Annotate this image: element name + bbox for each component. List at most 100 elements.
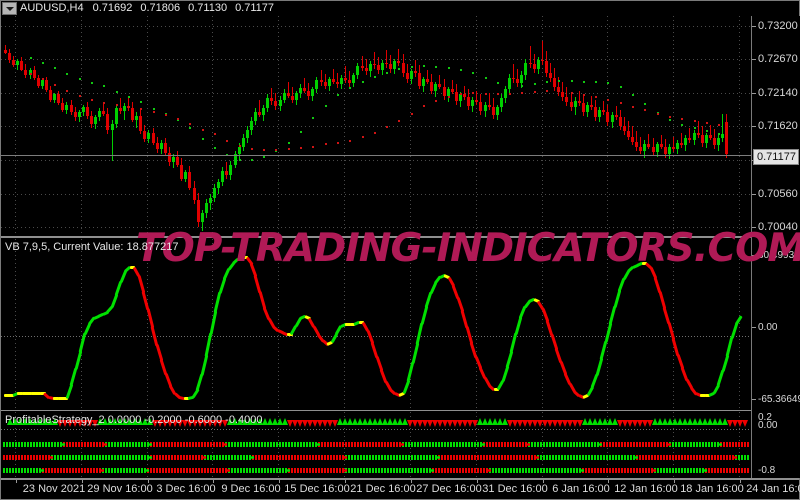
signal-arrow-up xyxy=(372,418,378,425)
trend-band-dot xyxy=(351,442,353,447)
candle-body xyxy=(652,147,655,152)
trend-band-dot xyxy=(333,442,335,447)
trend-band-dot xyxy=(354,442,356,447)
vb-indicator-panel[interactable] xyxy=(1,239,751,410)
trend-band-dot xyxy=(654,442,656,447)
trend-band-dot xyxy=(24,468,26,473)
trend-band-dot xyxy=(120,442,122,447)
signal-arrow-down xyxy=(577,420,583,427)
profitable-strategy-panel[interactable] xyxy=(1,412,751,478)
trend-band-dot xyxy=(177,442,179,447)
trend-band-dot xyxy=(579,442,581,447)
trend-band-dot xyxy=(87,442,89,447)
trend-band-dot xyxy=(348,442,350,447)
trend-band-dot xyxy=(522,455,524,460)
ma-fast-line xyxy=(251,159,253,161)
trend-band-dot xyxy=(447,468,449,473)
trend-band-dot xyxy=(258,468,260,473)
ma-fast-line xyxy=(79,78,81,80)
vertical-gridline xyxy=(607,239,608,410)
trend-band-dot xyxy=(279,468,281,473)
trend-band-dot xyxy=(354,455,356,460)
trend-band-dot xyxy=(141,442,143,447)
panel-separator-3 xyxy=(1,478,799,480)
trend-band-dot xyxy=(297,455,299,460)
trend-band-dot xyxy=(96,455,98,460)
price-scale-axis[interactable]: 0.732000.726700.721400.716200.710900.705… xyxy=(751,16,800,478)
ma-fast-line xyxy=(128,96,130,98)
candle-wick xyxy=(698,121,699,138)
signal-arrow-down xyxy=(412,420,418,427)
signal-arrow-down xyxy=(87,420,93,427)
candle-body xyxy=(635,142,638,147)
trend-band-dot xyxy=(462,468,464,473)
scale-tick xyxy=(752,26,756,27)
trend-band-dot xyxy=(735,442,737,447)
trend-band-dot xyxy=(588,455,590,460)
ma-slow-line xyxy=(251,148,253,150)
candle-body xyxy=(463,94,466,97)
ma-slow-line xyxy=(177,118,179,120)
ma-slow-line xyxy=(30,73,32,75)
trend-band-dot xyxy=(747,468,749,473)
time-tick xyxy=(608,480,609,483)
trend-band-dot xyxy=(267,442,269,447)
trend-band-dot xyxy=(369,455,371,460)
trend-band-dot xyxy=(693,455,695,460)
trend-band-dot xyxy=(531,455,533,460)
ma-fast-line xyxy=(325,105,327,107)
signal-arrow-down xyxy=(187,420,193,427)
trend-band-dot xyxy=(93,455,95,460)
candle-body xyxy=(213,188,216,198)
candle-body xyxy=(270,98,273,101)
trend-band-dot xyxy=(591,455,593,460)
vertical-gridline xyxy=(673,239,674,410)
trend-band-dot xyxy=(231,455,233,460)
candle-body xyxy=(106,114,109,130)
candle-body xyxy=(520,75,523,83)
trend-band-dot xyxy=(453,468,455,473)
trend-change-marker xyxy=(581,469,584,472)
trend-band-dot xyxy=(339,455,341,460)
trend-band-dot xyxy=(423,442,425,447)
zero-line xyxy=(1,429,751,430)
candle-wick xyxy=(534,54,535,73)
trend-band-dot xyxy=(114,455,116,460)
trend-band-dot xyxy=(612,468,614,473)
trend-band-dot xyxy=(27,442,29,447)
time-axis[interactable]: 23 Nov 2021 29 Nov 16:00 3 Dec 16:00 9 Dec … xyxy=(1,480,800,499)
candle-body xyxy=(467,97,470,106)
trend-band-dot xyxy=(312,442,314,447)
ma-slow-line xyxy=(558,90,560,92)
trend-band-dot xyxy=(183,442,185,447)
ma-slow-line xyxy=(226,140,228,142)
trend-band-dot xyxy=(30,455,32,460)
time-tick xyxy=(213,480,214,483)
signal-arrow-up xyxy=(362,418,368,425)
candle-body xyxy=(414,71,417,73)
price-chart-panel[interactable] xyxy=(1,16,751,236)
trend-band-dot xyxy=(57,442,59,447)
candle-body xyxy=(533,64,536,69)
trend-band-dot xyxy=(600,455,602,460)
trend-band-dot xyxy=(162,442,164,447)
candle-body xyxy=(410,71,413,79)
candle-body xyxy=(602,110,605,112)
trend-band-dot xyxy=(375,468,377,473)
trend-band-dot xyxy=(90,442,92,447)
ma-fast-line xyxy=(349,87,351,89)
candle-wick xyxy=(661,135,662,149)
vb-line-segment xyxy=(57,396,64,400)
vb-line-segment xyxy=(613,289,622,308)
candle-body xyxy=(205,203,208,213)
trend-band-dot xyxy=(84,442,86,447)
trend-band-dot xyxy=(585,455,587,460)
horizontal-gridline xyxy=(1,93,751,94)
ma-fast-line xyxy=(546,81,548,83)
trend-band-dot xyxy=(246,442,248,447)
candle-body xyxy=(29,70,32,75)
signal-arrow-up xyxy=(97,418,103,425)
candle-body xyxy=(443,87,446,96)
chevron-down-icon[interactable] xyxy=(2,2,17,15)
trend-band-dot xyxy=(3,468,5,473)
